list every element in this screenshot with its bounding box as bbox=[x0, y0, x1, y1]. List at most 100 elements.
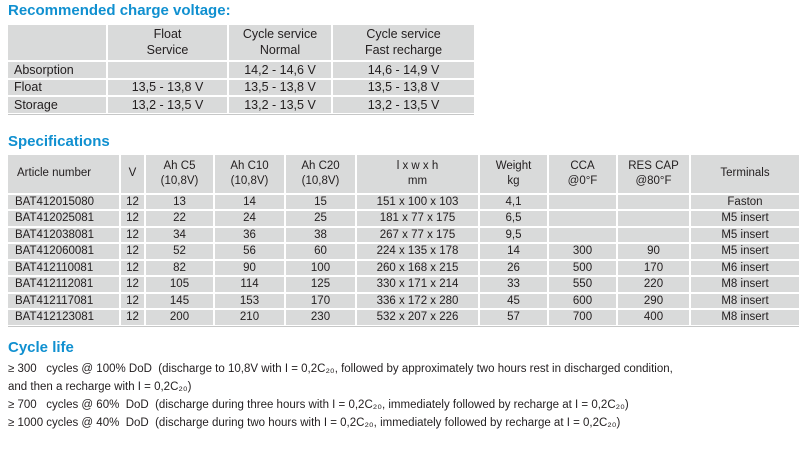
table-row: Absorption 14,2 - 14,6 V 14,6 - 14,9 V bbox=[8, 60, 474, 78]
table-cell: 336 x 172 x 280 bbox=[355, 291, 478, 308]
table-cell: 100 bbox=[284, 258, 355, 275]
table-cell: 13,2 - 13,5 V bbox=[106, 95, 227, 113]
table-cell bbox=[547, 209, 616, 226]
table-cell: BAT412015080 bbox=[8, 192, 119, 209]
table-cell: 267 x 77 x 175 bbox=[355, 225, 478, 242]
col-header-weight: Weight kg bbox=[478, 154, 547, 193]
table-cell: 22 bbox=[144, 209, 213, 226]
table-cell: 210 bbox=[213, 308, 284, 325]
table-cell: BAT412025081 bbox=[8, 209, 119, 226]
table-cell: 26 bbox=[478, 258, 547, 275]
table-cell: 170 bbox=[284, 291, 355, 308]
table-cell: 181 x 77 x 175 bbox=[355, 209, 478, 226]
table-cell: 14 bbox=[213, 192, 284, 209]
table-cell: 57 bbox=[478, 308, 547, 325]
table-row: BAT412123081 12 200 210 230 532 x 207 x 226 57… bbox=[8, 308, 799, 325]
table-cell: 220 bbox=[616, 275, 689, 292]
table-cell: 114 bbox=[213, 275, 284, 292]
col-header-res-cap: RES CAP @80°F bbox=[616, 154, 689, 193]
table-cell: 60 bbox=[284, 242, 355, 259]
table-cell: M5 insert bbox=[689, 209, 799, 226]
table-cell: Absorption bbox=[8, 60, 106, 78]
table-cell: 13,5 - 13,8 V bbox=[106, 77, 227, 95]
table-cell: 532 x 207 x 226 bbox=[355, 308, 478, 325]
table-cell: 52 bbox=[144, 242, 213, 259]
table-cell: BAT412038081 bbox=[8, 225, 119, 242]
table-cell bbox=[616, 192, 689, 209]
table-cell: 153 bbox=[213, 291, 284, 308]
table-row: BAT412038081 12 34 36 38 267 x 77 x 175 9,5 M5 … bbox=[8, 225, 799, 242]
table-cell: 151 x 100 x 103 bbox=[355, 192, 478, 209]
table-cell: 13,5 - 13,8 V bbox=[331, 77, 474, 95]
table-cell: M8 insert bbox=[689, 275, 799, 292]
col-header-ah-c5: Ah C5 (10,8V) bbox=[144, 154, 213, 193]
col-header-blank bbox=[8, 25, 106, 60]
col-header-voltage: V bbox=[119, 154, 144, 193]
table-cell: 82 bbox=[144, 258, 213, 275]
table-cell: 700 bbox=[547, 308, 616, 325]
table-cell: 12 bbox=[119, 258, 144, 275]
col-header-ah-c10: Ah C10 (10,8V) bbox=[213, 154, 284, 193]
col-header-float-service: Float Service bbox=[106, 25, 227, 60]
table-cell: M5 insert bbox=[689, 242, 799, 259]
charge-voltage-table-header: Float Service Cycle service Normal Cycle… bbox=[8, 25, 474, 60]
table-cell: 550 bbox=[547, 275, 616, 292]
table-cell: 6,5 bbox=[478, 209, 547, 226]
table-cell: 125 bbox=[284, 275, 355, 292]
table-row: BAT412110081 12 82 90 100 260 x 168 x 215 26 50… bbox=[8, 258, 799, 275]
table-cell: 15 bbox=[284, 192, 355, 209]
table-cell: 600 bbox=[547, 291, 616, 308]
table-cell: 13,2 - 13,5 V bbox=[331, 95, 474, 113]
col-header-ah-c20: Ah C20 (10,8V) bbox=[284, 154, 355, 193]
table-cell: 45 bbox=[478, 291, 547, 308]
table-row: BAT412112081 12 105 114 125 330 x 171 x 214 33… bbox=[8, 275, 799, 292]
table-cell: 290 bbox=[616, 291, 689, 308]
table-cell: 4,1 bbox=[478, 192, 547, 209]
table-cell: 300 bbox=[547, 242, 616, 259]
table-cell: 12 bbox=[119, 192, 144, 209]
col-header-terminals: Terminals bbox=[689, 154, 799, 193]
table-cell: 14,2 - 14,6 V bbox=[227, 60, 331, 78]
table-cell: 12 bbox=[119, 209, 144, 226]
table-cell: BAT412123081 bbox=[8, 308, 119, 325]
table-cell: 33 bbox=[478, 275, 547, 292]
table-cell: 90 bbox=[213, 258, 284, 275]
table-cell: 170 bbox=[616, 258, 689, 275]
charge-voltage-title: Recommended charge voltage: bbox=[8, 2, 231, 19]
table-cell: M6 insert bbox=[689, 258, 799, 275]
table-cell: BAT412110081 bbox=[8, 258, 119, 275]
table-cell: 36 bbox=[213, 225, 284, 242]
table-cell: 38 bbox=[284, 225, 355, 242]
table-cell: Faston bbox=[689, 192, 799, 209]
table-cell: BAT412117081 bbox=[8, 291, 119, 308]
specifications-table-header: Article number V Ah C5 (10,8V) Ah C10 (1… bbox=[8, 154, 799, 193]
table-row: BAT412117081 12 145 153 170 336 x 172 x 280 45… bbox=[8, 291, 799, 308]
table-cell: 12 bbox=[119, 308, 144, 325]
col-header-cycle-normal: Cycle service Normal bbox=[227, 25, 331, 60]
table-cell: 13,2 - 13,5 V bbox=[227, 95, 331, 113]
table-row: BAT412025081 12 22 24 25 181 x 77 x 175 6,5 M5 … bbox=[8, 209, 799, 226]
table-cell: 9,5 bbox=[478, 225, 547, 242]
table-cell: 24 bbox=[213, 209, 284, 226]
table-cell: 105 bbox=[144, 275, 213, 292]
table-cell bbox=[547, 225, 616, 242]
table-cell: 400 bbox=[616, 308, 689, 325]
table-cell: 12 bbox=[119, 242, 144, 259]
table-cell: 13 bbox=[144, 192, 213, 209]
col-header-cycle-fast-recharge: Cycle service Fast recharge bbox=[331, 25, 474, 60]
table-row: BAT412060081 12 52 56 60 224 x 135 x 178 14 300… bbox=[8, 242, 799, 259]
table-cell: 230 bbox=[284, 308, 355, 325]
table-cell: 500 bbox=[547, 258, 616, 275]
table-cell: 12 bbox=[119, 291, 144, 308]
table-cell: 330 x 171 x 214 bbox=[355, 275, 478, 292]
table-cell: M8 insert bbox=[689, 308, 799, 325]
datasheet-page: Recommended charge voltage: Float Servic… bbox=[8, 2, 799, 429]
col-header-article-number: Article number bbox=[8, 154, 119, 193]
table-cell: 56 bbox=[213, 242, 284, 259]
cycle-life-line-2: and then a recharge with I = 0,2C₂₀) bbox=[8, 380, 192, 393]
col-header-dimensions: l x w x h mm bbox=[355, 154, 478, 193]
table-cell: 34 bbox=[144, 225, 213, 242]
charge-voltage-table: Float Service Cycle service Normal Cycle… bbox=[8, 25, 474, 113]
specifications-table: Article number V Ah C5 (10,8V) Ah C10 (1… bbox=[8, 154, 799, 325]
cycle-life-line-1: ≥ 300 cycles @ 100% DoD (discharge to 10… bbox=[8, 362, 673, 375]
